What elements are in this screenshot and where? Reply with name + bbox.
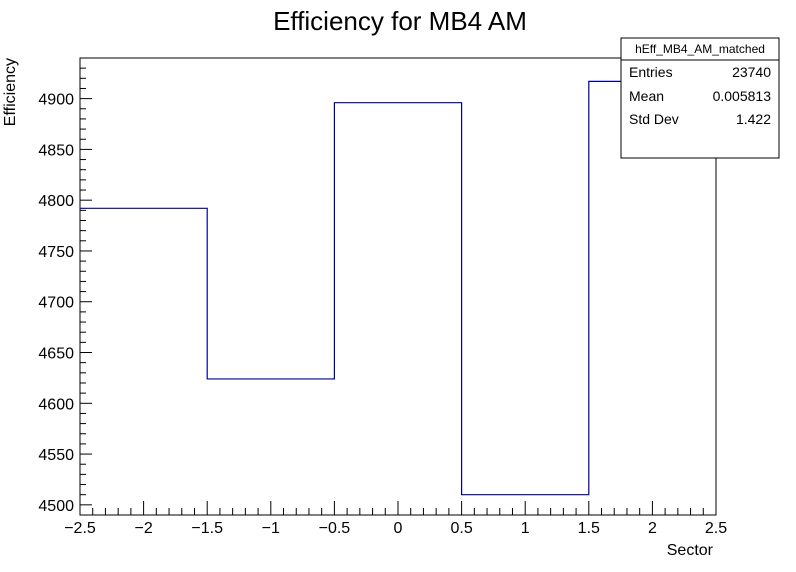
stats-mean-value: 0.005813 <box>713 88 772 104</box>
chart-title: Efficiency for MB4 AM <box>273 6 527 36</box>
x-tick-label: −2.5 <box>64 520 96 537</box>
stats-box: hEff_MB4_AM_matched Entries 23740 Mean 0… <box>620 37 780 159</box>
y-tick-label: 4900 <box>38 92 74 109</box>
x-tick-label: −2 <box>134 520 152 537</box>
x-tick-label: 0.5 <box>450 520 472 537</box>
stats-box-name: hEff_MB4_AM_matched <box>635 42 765 56</box>
stats-mean-label: Mean <box>629 88 664 104</box>
y-tick-label: 4600 <box>38 396 74 413</box>
y-tick-label: 4700 <box>38 295 74 312</box>
x-tick-label: 2 <box>648 520 657 537</box>
x-tick-label: 0 <box>394 520 403 537</box>
y-axis: 4500 4550 4600 4650 4700 4750 4800 4850 4900 <box>38 57 92 516</box>
y-tick-label: 4500 <box>38 498 74 515</box>
y-tick-label: 4650 <box>38 346 74 363</box>
x-axis: −2.5 −2 −1.5 −1 −0.5 0 0.5 1 1.5 2 2.5 <box>64 501 727 537</box>
stats-stddev-label: Std Dev <box>629 111 679 127</box>
y-axis-title: Efficiency <box>2 58 19 126</box>
x-tick-label: −1 <box>262 520 280 537</box>
x-tick-label: 1 <box>521 520 530 537</box>
y-tick-label: 4850 <box>38 142 74 159</box>
x-tick-label: −1.5 <box>191 520 223 537</box>
stats-stddev-value: 1.422 <box>736 111 771 127</box>
x-axis-title: Sector <box>667 542 714 559</box>
histogram-bins <box>80 80 716 496</box>
x-tick-label: −0.5 <box>319 520 351 537</box>
stats-entries-label: Entries <box>629 64 673 80</box>
y-tick-label: 4800 <box>38 193 74 210</box>
x-tick-label: 2.5 <box>705 520 727 537</box>
y-tick-label: 4750 <box>38 244 74 261</box>
x-tick-label: 1.5 <box>578 520 600 537</box>
stats-box-frame <box>620 37 780 159</box>
histogram-outline <box>80 80 716 496</box>
y-tick-label: 4550 <box>38 447 74 464</box>
stats-entries-value: 23740 <box>732 64 771 80</box>
